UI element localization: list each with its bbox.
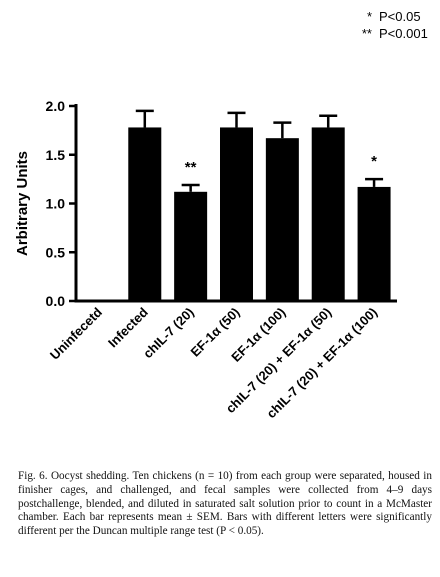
legend-symbol: ** <box>361 26 372 41</box>
bar <box>220 127 253 301</box>
x-tick-label: Uninfecetd <box>47 304 105 362</box>
y-axis-label: Arbitrary Units <box>14 151 31 256</box>
y-tick-label: 1.0 <box>46 196 66 212</box>
legend-row-p0001: ** P<0.001 <box>352 25 440 42</box>
legend-text: P<0.05 <box>379 9 421 24</box>
legend-symbol: * <box>366 9 372 24</box>
bar <box>265 138 299 301</box>
y-tick-label: 0.0 <box>46 293 66 309</box>
significance-legend: * P<0.05 ** P<0.001 <box>352 8 440 42</box>
y-tick-label: 0.5 <box>46 244 66 260</box>
figure-caption: Fig. 6. Oocyst shedding. Ten chickens (n… <box>18 470 432 538</box>
y-tick-label: 2.0 <box>46 98 66 114</box>
bar <box>357 186 391 301</box>
bar <box>174 191 208 301</box>
legend-text: P<0.001 <box>379 26 428 41</box>
legend-row-p005: * P<0.05 <box>352 8 440 25</box>
y-tick-label: 1.5 <box>46 147 66 163</box>
x-tick-label: Infected <box>105 304 151 350</box>
bar <box>128 127 162 301</box>
significance-marker: ** <box>185 159 197 176</box>
significance-marker: * <box>371 153 377 170</box>
bar <box>311 127 345 301</box>
